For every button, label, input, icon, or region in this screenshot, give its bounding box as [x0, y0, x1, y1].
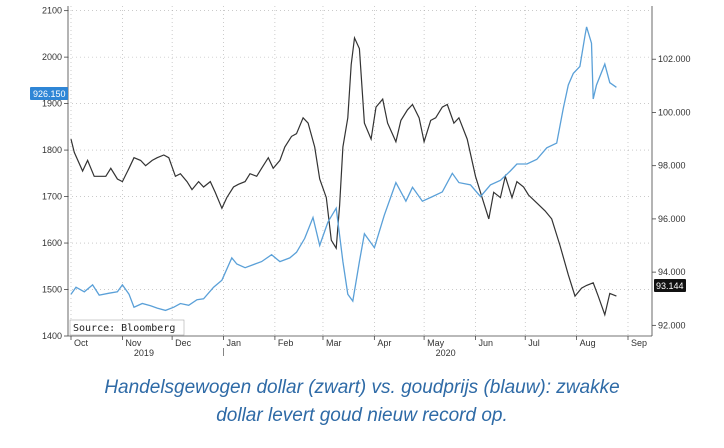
source-label: Source: Bloomberg: [73, 323, 175, 334]
x-tick-label: Jan: [227, 338, 242, 348]
x-tick-label: Jul: [528, 338, 540, 348]
x-axis: Oct Nov Dec Jan Feb Mar Apr May Jun Jul Aug Sep 2019…: [68, 335, 652, 358]
right-tick-label: 98.000: [658, 161, 686, 171]
caption-line-2: dollar levert goud nieuw record op.: [216, 405, 508, 426]
year-label: 2019: [134, 348, 154, 358]
x-tick-label: Apr: [377, 338, 391, 348]
right-tick-label: 96.000: [658, 214, 686, 224]
gold-last-value-tag: 926.150: [30, 87, 68, 100]
x-tick-label: Oct: [74, 338, 89, 348]
source-box: Source: Bloomberg: [69, 319, 185, 336]
right-tick-label: 102.000: [658, 54, 691, 64]
x-tick-label: Sep: [631, 338, 647, 348]
right-tick-label: 100.000: [658, 107, 691, 117]
right-axis: 92.000 94.000 96.000 98.000 100.000 102.000: [651, 6, 691, 336]
left-tick-label: 1700: [42, 192, 62, 202]
dollar-last-value-label: 93.144: [656, 281, 684, 291]
x-tick-label: Mar: [326, 338, 342, 348]
left-tick-label: 2100: [42, 6, 62, 16]
x-tick-label: Dec: [175, 338, 192, 348]
caption-line-1: Handelsgewogen dollar (zwart) vs. goudpr…: [104, 377, 620, 398]
x-tick-label: Nov: [125, 338, 142, 348]
left-tick-label: 1400: [42, 331, 62, 341]
x-tick-label: Aug: [580, 338, 596, 348]
x-tick-label: May: [427, 338, 445, 348]
gold-last-value-label: 926.150: [33, 89, 66, 99]
x-tick-label: Jun: [478, 338, 493, 348]
series-gold-line: [70, 26, 617, 312]
left-tick-label: 1500: [42, 285, 62, 295]
left-tick-label: 1800: [42, 145, 62, 155]
x-tick-label: Feb: [278, 338, 294, 348]
left-tick-label: 2000: [42, 52, 62, 62]
year-label: 2020: [436, 348, 456, 358]
chart-caption: Handelsgewogen dollar (zwart) vs. goudpr…: [0, 374, 724, 430]
right-tick-label: 94.000: [658, 267, 686, 277]
left-tick-label: 1900: [42, 99, 62, 109]
left-tick-label: 1600: [42, 238, 62, 248]
dollar-last-value-tag: 93.144: [654, 279, 686, 292]
left-axis: 1400 1500 1600 1700 1800 1900 2000 2100: [42, 6, 69, 341]
right-tick-label: 92.000: [658, 320, 686, 330]
